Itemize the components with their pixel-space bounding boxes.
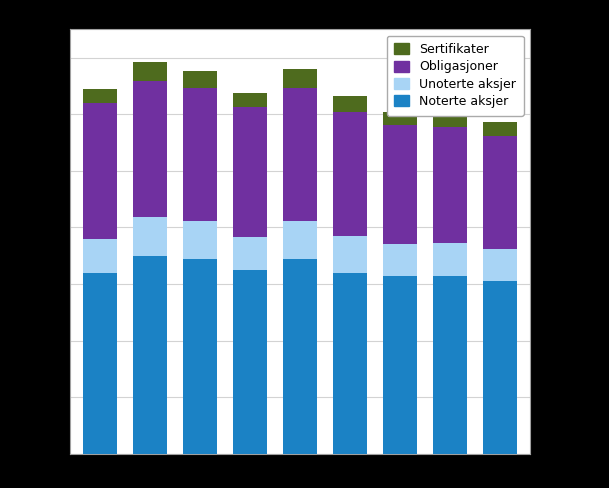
Bar — [483, 249, 517, 281]
Bar — [183, 71, 217, 88]
Bar — [433, 127, 467, 243]
Legend: Sertifikater, Obligasjoner, Unoterte aksjer, Noterte aksjer: Sertifikater, Obligasjoner, Unoterte aks… — [387, 36, 524, 116]
Bar — [233, 270, 267, 454]
Bar — [483, 122, 517, 136]
Bar — [433, 243, 467, 276]
Bar — [383, 125, 417, 244]
Bar — [83, 273, 117, 454]
Bar — [233, 107, 267, 237]
Bar — [133, 61, 167, 81]
Bar — [283, 259, 317, 454]
Bar — [183, 88, 217, 221]
Bar — [383, 276, 417, 454]
Bar — [383, 244, 417, 276]
Bar — [333, 96, 367, 112]
Bar — [383, 112, 417, 125]
Bar — [183, 259, 217, 454]
Bar — [433, 110, 467, 127]
Bar — [133, 256, 167, 454]
Bar — [83, 103, 117, 239]
Bar — [133, 217, 167, 256]
Bar — [483, 281, 517, 454]
Bar — [133, 81, 167, 217]
Bar — [183, 221, 217, 259]
Bar — [83, 89, 117, 103]
Bar — [283, 69, 317, 87]
Bar — [433, 276, 467, 454]
Bar — [233, 237, 267, 270]
Bar — [333, 237, 367, 273]
Bar — [333, 112, 367, 237]
Bar — [283, 87, 317, 221]
Bar — [333, 273, 367, 454]
Bar — [283, 221, 317, 259]
Bar — [233, 93, 267, 107]
Bar — [83, 239, 117, 273]
Bar — [483, 136, 517, 249]
